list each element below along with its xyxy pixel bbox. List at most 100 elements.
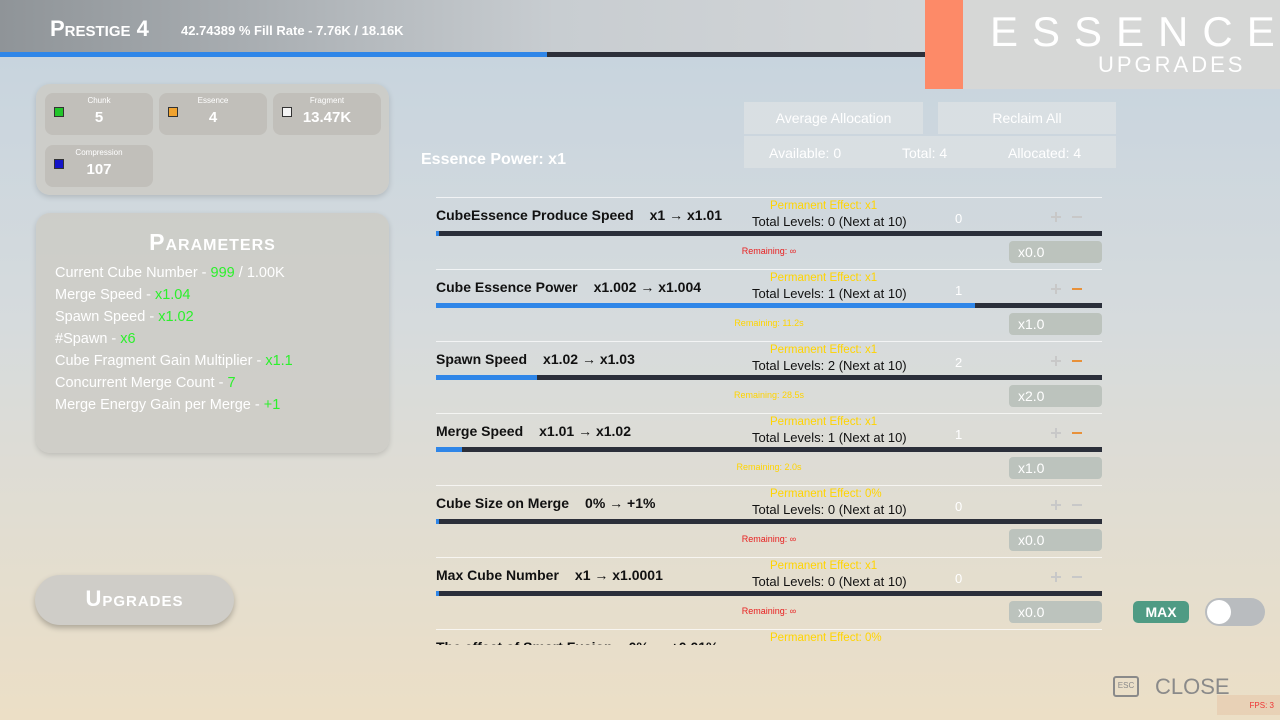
upgrade-progress [436,591,1102,596]
upgrade-progress [436,375,1102,380]
upgrade-row: Cube Size on Merge 0% → +1% Permanent Effe… [436,485,1102,557]
upgrades-button[interactable]: Upgrades [35,575,234,625]
upgrade-name: Cube Size on Merge 0% → +1% [436,495,655,511]
plus-button[interactable] [1050,499,1062,511]
upgrade-progress-fill [436,447,462,452]
fps-counter: FPS: 3 [1217,695,1280,715]
upgrade-row: Merge Speed x1.01 → x1.02 Permanent Effect… [436,413,1102,485]
plus-v [1055,428,1057,438]
plus-button[interactable] [1050,427,1062,439]
resource-label: Chunk [87,96,111,105]
upgrade-title: The effect of Smart Fusion [436,639,613,645]
upgrade-progress-fill [436,375,537,380]
fill-progress [0,52,925,57]
average-allocation-button[interactable]: Average Allocation [744,102,923,134]
minus-button[interactable] [1071,211,1083,223]
fill-rate: 42.74389 % Fill Rate - 7.76K / 18.16K [181,23,404,38]
upgrade-row: Max Cube Number x1 → x1.0001 Permanent Eff… [436,557,1102,629]
parameter-value: 999 [210,265,235,281]
level-count: 1 [955,283,963,298]
allocated-stat: Allocated: 4 [1008,145,1082,161]
upgrade-effect: x1.01 → x1.02 [539,423,631,439]
minus-button[interactable] [1071,283,1083,295]
close-button[interactable]: CLOSE [1155,674,1230,699]
upgrade-progress [436,519,1102,524]
permanent-effect: Permanent Effect: x1 [770,200,878,212]
parameter-label: Spawn Speed - [55,309,159,325]
upgrade-title: Cube Size on Merge [436,495,570,511]
upgrade-row: CubeEssence Produce Speed x1 → x1.01 Perma… [436,197,1102,269]
resource-value: 13.47K [302,109,352,126]
multiplier-box: x0.0 [1009,601,1102,623]
upgrade-progress-fill [436,519,439,524]
essence-power: Essence Power: x1 [421,151,566,168]
permanent-effect: Permanent Effect: 0% [770,488,882,500]
upgrade-title: Cube Essence Power [436,279,578,295]
minus-button[interactable] [1071,571,1083,583]
remaining-time: Remaining: 2.0s [736,462,802,472]
reclaim-all-button[interactable]: Reclaim All [938,102,1116,134]
parameter-value: x6 [120,331,136,347]
parameter-row: Current Cube Number - 999 / 1.00K [55,265,293,287]
parameter-label: Concurrent Merge Count - [55,375,228,391]
fill-progress-fill [0,52,547,57]
minus-h [1072,288,1082,290]
plus-button[interactable] [1050,571,1062,583]
plus-button[interactable] [1050,283,1062,295]
parameter-value: +1 [263,397,281,413]
parameter-value: x1.02 [158,309,194,325]
parameters-panel: Parameters Current Cube Number - 999 / 1… [36,213,389,453]
minus-h [1072,432,1082,434]
upgrade-effect: x1 → x1.0001 [574,567,663,583]
minus-button[interactable] [1071,355,1083,367]
upgrade-progress [436,231,1102,236]
parameter-row: Merge Speed - x1.04 [55,287,293,309]
minus-button[interactable] [1071,499,1083,511]
resource-chip: Compression 107 [45,145,153,187]
level-count: 2 [955,355,963,370]
multiplier-box: x2.0 [1009,385,1102,407]
level-count: 0 [955,211,963,226]
upgrade-row: Cube Essence Power x1.002 → x1.004 Permane… [436,269,1102,341]
resource-label: Compression [75,148,123,157]
upgrade-title: Spawn Speed [436,351,528,367]
plus-button[interactable] [1050,211,1062,223]
parameter-row: Spawn Speed - x1.02 [55,309,293,331]
cube-icon [282,107,292,117]
upgrade-title: Max Cube Number [436,567,559,583]
total-stat: Total: 4 [902,145,948,161]
upgrade-row: The effect of Smart Fusion 0% → +0.01% Per… [436,629,1102,645]
resource-label: Fragment [309,96,345,105]
resource-value: 4 [208,109,218,126]
upgrade-effect: x1.02 → x1.03 [543,351,635,367]
permanent-effect: Permanent Effect: x1 [770,344,878,356]
plus-v [1055,356,1057,366]
cube-icon [168,107,178,117]
minus-button[interactable] [1071,427,1083,439]
total-levels: Total Levels: 0 (Next at 10) [752,574,907,589]
remaining-time: Remaining: ∞ [741,534,797,544]
prestige-title: Prestige 4 [50,16,149,41]
essence-subtitle: Upgrades [1098,52,1246,77]
total-levels: Total Levels: 2 (Next at 10) [752,358,907,373]
multiplier-box: x0.0 [1009,241,1102,263]
parameter-label: Merge Speed - [55,287,155,303]
cube-icon [54,107,64,117]
minus-h [1072,504,1082,506]
resource-value: 5 [94,109,104,126]
plus-button[interactable] [1050,355,1062,367]
upgrade-progress [436,447,1102,452]
plus-v [1055,572,1057,582]
plus-v [1055,284,1057,294]
resource-label: Essence [197,96,229,105]
total-levels: Total Levels: 0 (Next at 10) [752,502,907,517]
max-toggle[interactable] [1205,598,1265,626]
minus-h [1072,576,1082,578]
upgrade-effect: 0% → +1% [585,495,656,511]
multiplier-box: x1.0 [1009,457,1102,479]
parameter-label: Cube Fragment Gain Multiplier - [55,353,266,369]
level-count: 0 [955,571,963,586]
allocation-stats [744,136,1116,168]
available-stat: Available: 0 [769,145,842,161]
parameter-row: Concurrent Merge Count - 7 [55,375,293,397]
